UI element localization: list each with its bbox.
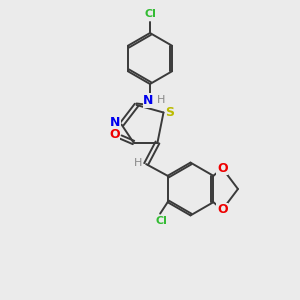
Text: S: S (166, 106, 175, 119)
Text: H: H (157, 95, 166, 106)
Text: Cl: Cl (155, 216, 167, 226)
Text: O: O (217, 203, 228, 216)
Text: N: N (110, 116, 121, 129)
Text: H: H (134, 158, 142, 168)
Text: O: O (109, 128, 120, 142)
Text: Cl: Cl (144, 9, 156, 20)
Text: O: O (217, 162, 228, 175)
Text: N: N (143, 94, 154, 107)
